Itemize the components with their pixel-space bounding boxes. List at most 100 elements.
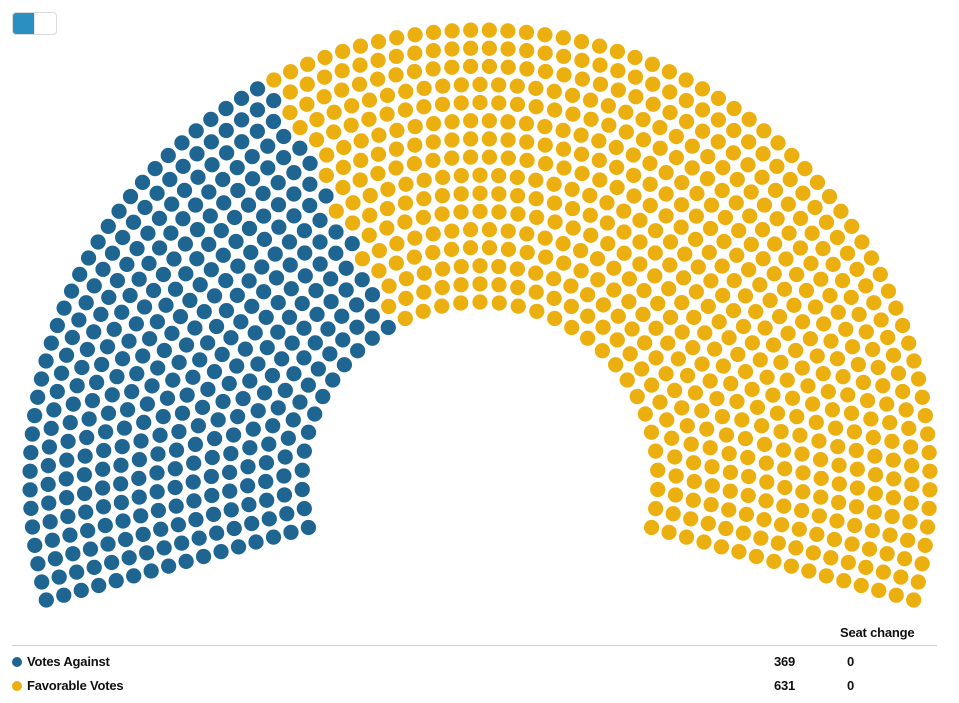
seat-favorable-votes: [729, 393, 745, 410]
seat-votes-against: [104, 245, 121, 261]
seat-favorable-votes: [773, 423, 789, 440]
seat-favorable-votes: [299, 76, 315, 92]
seat-favorable-votes: [809, 174, 826, 190]
seat-favorable-votes: [317, 49, 333, 66]
seat-favorable-votes: [625, 147, 641, 163]
seat-votes-against: [261, 436, 277, 452]
seat-votes-against: [250, 403, 266, 419]
view-toggle-option-table[interactable]: [34, 13, 56, 34]
seat-favorable-votes: [820, 383, 836, 400]
seat-favorable-votes: [519, 43, 535, 59]
seat-favorable-votes: [770, 535, 786, 551]
seat-votes-against: [203, 468, 219, 485]
legend-swatch-favorable-votes: [12, 681, 22, 691]
view-toggle[interactable]: [12, 12, 57, 35]
seat-favorable-votes: [381, 298, 397, 315]
seat-votes-against: [277, 449, 293, 465]
seat-favorable-votes: [481, 58, 498, 74]
seat-favorable-votes: [778, 251, 794, 267]
seat-votes-against: [149, 314, 165, 330]
seat-votes-against: [283, 524, 299, 540]
seat-favorable-votes: [678, 92, 694, 109]
seat-favorable-votes: [709, 390, 725, 407]
seat-votes-against: [108, 573, 124, 589]
seat-favorable-votes: [491, 277, 507, 293]
seat-votes-against: [208, 318, 225, 335]
seat-favorable-votes: [897, 551, 913, 567]
seat-favorable-votes: [904, 458, 920, 474]
seat-favorable-votes: [528, 80, 544, 96]
seat-favorable-votes: [491, 258, 507, 275]
seat-favorable-votes: [802, 331, 819, 347]
seat-favorable-votes: [645, 96, 661, 112]
seat-favorable-votes: [624, 321, 640, 337]
seat-favorable-votes: [822, 287, 838, 304]
seat-votes-against: [137, 199, 153, 216]
seat-votes-against: [256, 284, 272, 300]
seat-votes-against: [73, 582, 89, 598]
seat-favorable-votes: [792, 240, 809, 256]
seat-votes-against: [139, 545, 155, 561]
seat-favorable-votes: [397, 195, 414, 211]
seat-favorable-votes: [895, 317, 911, 334]
seat-favorable-votes: [627, 49, 643, 66]
seat-votes-against: [196, 304, 212, 320]
seat-votes-against: [325, 372, 341, 388]
seat-votes-against: [338, 260, 354, 276]
seat-votes-against: [225, 427, 242, 443]
seat-favorable-votes: [781, 225, 797, 241]
legend-change-favorable-votes: 0: [847, 678, 855, 693]
seat-votes-against: [223, 445, 239, 462]
seat-favorable-votes: [509, 261, 525, 277]
seat-favorable-votes: [444, 23, 460, 39]
seat-votes-against: [161, 558, 177, 574]
seat-favorable-votes: [843, 289, 859, 305]
seat-votes-against: [255, 185, 271, 202]
seat-votes-against: [277, 382, 293, 399]
seat-favorable-votes: [851, 306, 867, 323]
seat-votes-against: [185, 369, 201, 385]
seat-favorable-votes: [352, 172, 368, 188]
seat-votes-against: [249, 102, 266, 118]
seat-votes-against: [97, 517, 113, 534]
seat-favorable-votes: [453, 77, 469, 93]
seat-favorable-votes: [425, 43, 441, 59]
seat-favorable-votes: [884, 508, 900, 525]
seat-votes-against: [335, 332, 351, 348]
seat-favorable-votes: [734, 412, 750, 428]
seat-votes-against: [284, 335, 300, 351]
seat-votes-against: [259, 492, 275, 508]
seat-votes-against: [187, 197, 204, 213]
seat-votes-against: [274, 351, 290, 367]
seat-favorable-votes: [679, 367, 696, 384]
view-toggle-option-parliament[interactable]: [13, 13, 34, 34]
seat-favorable-votes: [813, 489, 829, 505]
seat-votes-against: [243, 244, 259, 260]
seat-favorable-votes: [687, 385, 704, 401]
seat-votes-against: [230, 258, 246, 274]
seat-votes-against: [49, 383, 65, 400]
seat-favorable-votes: [879, 546, 895, 562]
seat-favorable-votes: [616, 245, 632, 261]
seat-favorable-votes: [694, 81, 711, 97]
seat-favorable-votes: [812, 452, 829, 468]
seat-favorable-votes: [866, 295, 882, 311]
seat-favorable-votes: [902, 514, 918, 530]
seat-votes-against: [307, 335, 323, 351]
seat-votes-against: [312, 212, 328, 229]
seat-votes-against: [114, 304, 130, 320]
seat-favorable-votes: [813, 271, 829, 287]
seat-favorable-votes: [606, 282, 622, 298]
seat-votes-against: [143, 563, 159, 579]
seat-votes-against: [167, 461, 183, 477]
seat-favorable-votes: [726, 122, 742, 139]
seat-votes-against: [230, 408, 246, 425]
seat-votes-against: [78, 295, 94, 311]
seat-favorable-votes: [756, 511, 772, 528]
seat-favorable-votes: [556, 255, 572, 271]
seat-favorable-votes: [425, 244, 441, 261]
seat-favorable-votes: [642, 176, 658, 192]
seat-favorable-votes: [616, 203, 632, 219]
seat-favorable-votes: [626, 167, 642, 183]
seat-votes-against: [188, 123, 204, 139]
